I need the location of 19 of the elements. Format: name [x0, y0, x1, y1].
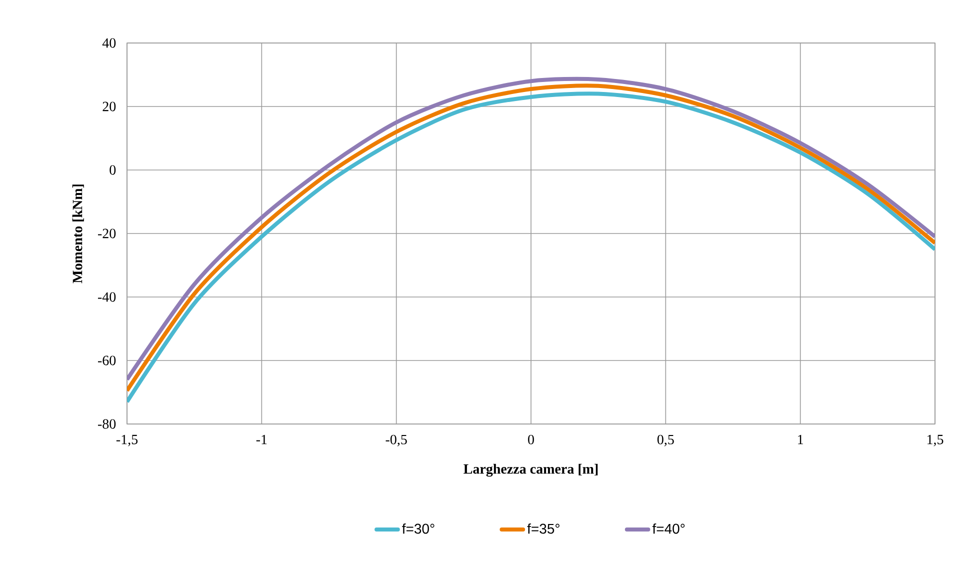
y-axis-title: Momento [kNm] — [72, 184, 84, 284]
x-axis-title: Larghezza camera [m] — [464, 464, 598, 477]
legend-label: f=35° — [527, 523, 560, 534]
y-tick-label: 40 — [102, 38, 116, 48]
y-tick-label: 0 — [110, 165, 116, 175]
y-tick-label: -60 — [98, 356, 116, 366]
y-tick-label: -80 — [98, 419, 116, 429]
legend-label: f=40° — [652, 523, 685, 534]
x-tick-label: 0 — [528, 434, 534, 444]
y-tick-label: 20 — [102, 102, 116, 112]
x-tick-label: 1,5 — [927, 434, 944, 446]
x-tick-label: 0,5 — [657, 434, 674, 446]
y-tick-label: -20 — [98, 228, 116, 238]
x-tick-label: -1,5 — [116, 434, 138, 446]
x-tick-label: 1 — [798, 434, 803, 444]
x-tick-label: -0,5 — [386, 434, 407, 446]
y-tick-label: -40 — [98, 292, 116, 302]
legend-label: f=30° — [402, 523, 434, 534]
x-tick-label: -1 — [256, 434, 267, 444]
